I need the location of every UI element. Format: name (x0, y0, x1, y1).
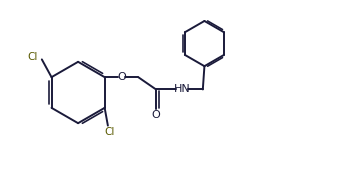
Text: Cl: Cl (104, 127, 115, 137)
Text: HN: HN (174, 84, 190, 94)
Text: Cl: Cl (28, 52, 38, 62)
Text: O: O (117, 72, 126, 82)
Text: O: O (152, 110, 160, 120)
